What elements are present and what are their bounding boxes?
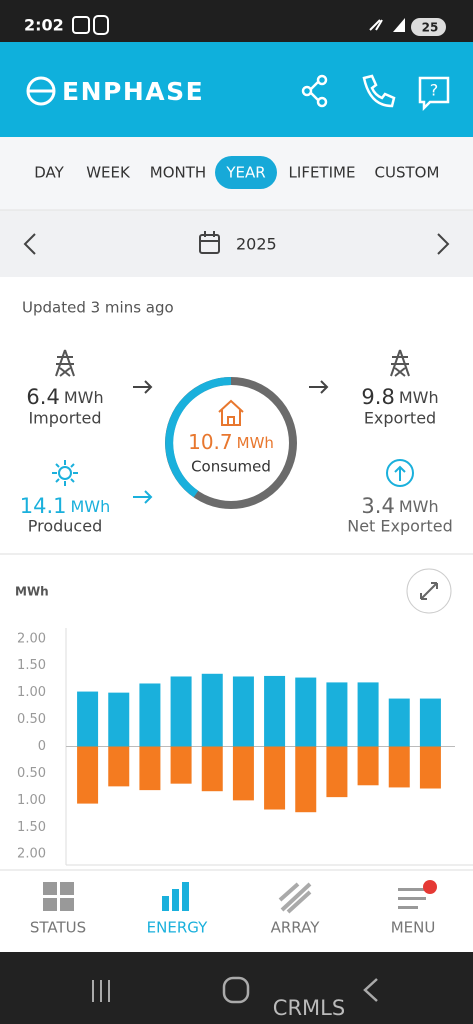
bar [139,683,161,747]
tab[interactable]: CUSTOM [375,164,440,182]
bar [326,682,348,747]
calendar-icon[interactable] [199,231,220,254]
y-tick-label: 0.50 [17,766,46,781]
bar [419,746,441,789]
nav-item[interactable]: ENERGY [147,919,208,937]
energy-icon [162,882,189,911]
grid-icon [390,349,410,377]
bar [170,746,192,784]
bar [201,746,223,792]
help-button[interactable]: ? [418,76,450,112]
produced-label: Produced [28,517,102,536]
produced-value: 14.1 MWh [20,494,111,518]
bar [108,692,130,747]
next-button[interactable] [437,233,450,255]
tab[interactable]: DAY [34,164,64,182]
tab[interactable]: WEEK [86,164,131,182]
consumed-label: Consumed [191,458,271,476]
wifi-icon [369,19,383,31]
status-icon [93,15,109,35]
tab[interactable]: MONTH [150,164,206,182]
y-tick-label: 0.50 [17,712,46,727]
exported-value: 9.8 MWh [361,385,438,409]
flow-arrow [133,490,153,504]
y-tick-label: 1.50 [17,820,46,835]
nav-item[interactable]: ARRAY [271,919,321,937]
status-bar [0,0,473,42]
consumed-value: 10.7 MWh [188,430,274,454]
y-tick-label: 2.00 [17,631,46,646]
call-button[interactable] [362,74,396,108]
sun-icon [52,460,78,486]
bar [264,675,286,747]
y-tick-label: 1.00 [17,685,46,700]
bar [139,746,161,791]
imported-label: Imported [28,409,101,428]
grid-icon [55,349,75,377]
y-tick-label: 2.00 [17,847,46,862]
bar [388,746,410,788]
bar [357,746,379,786]
prev-button[interactable] [23,233,36,255]
bar [232,676,254,747]
signal-icon [393,18,405,32]
date-label[interactable]: 2025 [236,235,277,254]
nav-item[interactable]: MENU [391,919,436,937]
tab-highlight [215,156,277,189]
y-tick-label: 1.00 [17,793,46,808]
header [0,42,473,137]
nav-item[interactable]: STATUS [30,919,86,937]
flow-arrow [133,380,153,394]
back-button[interactable] [363,978,378,1002]
home-icon [218,399,244,426]
bar [419,698,441,747]
imported-value: 6.4 MWh [26,385,103,409]
share-button[interactable] [301,74,328,108]
y-tick-label: 1.50 [17,658,46,673]
array-icon [278,882,312,914]
battery [411,18,446,36]
exported-label: Exported [364,409,436,428]
menu-icon [398,888,426,909]
bar [77,691,99,747]
watermark: CRMLS [273,996,345,1020]
net-exported-value: 3.4 MWh [361,494,438,518]
bar [388,698,410,747]
svg-text:?: ? [430,81,439,100]
brand: ENPHASE [62,77,204,106]
system-nav [0,952,473,1024]
status-icon [72,16,90,34]
expand-button[interactable] [406,568,452,614]
net-export-icon [386,459,414,487]
bar [232,746,254,801]
time: 2:02 [24,16,64,35]
notification-dot [423,880,437,894]
consumption-ring-solar [165,377,232,498]
y-axis-label: MWh [15,585,49,599]
tab[interactable]: LIFETIME [289,164,356,182]
net-exported-label: Net Exported [347,517,453,536]
bar [201,673,223,747]
home-button[interactable] [222,976,250,1004]
status-icon [43,882,74,911]
bar [264,746,286,810]
bar [77,746,99,804]
bar [295,746,317,813]
bar [108,746,130,787]
flow-arrow [309,380,329,394]
bar [326,746,348,798]
y-tick-label: 0 [38,739,46,754]
date-bar [0,210,473,277]
bar [357,682,379,747]
bar [295,677,317,747]
battery-level: 25 [422,21,439,35]
updated-text: Updated 3 mins ago [22,299,174,317]
tab[interactable]: YEAR [225,164,265,182]
bottom-nav [0,870,473,952]
bar [170,676,192,747]
recents-button[interactable] [92,980,110,1002]
